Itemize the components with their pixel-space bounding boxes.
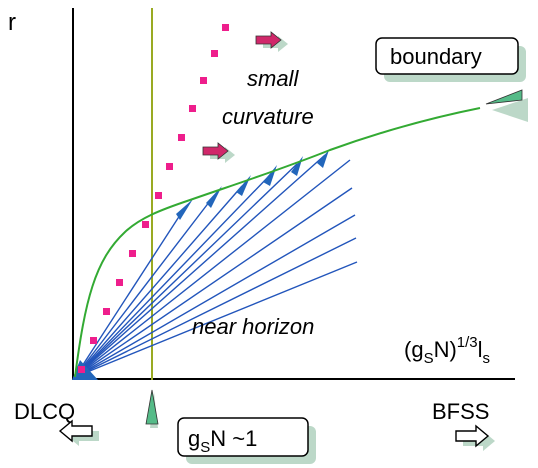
dlcq-label: DLCQ xyxy=(14,399,75,424)
coupling-box xyxy=(177,417,309,457)
hollow-right-arrow-icon xyxy=(455,424,495,451)
ray xyxy=(74,154,326,378)
small-curvature-label-line1: small xyxy=(247,66,299,91)
magenta-arrow-icon xyxy=(202,142,235,163)
near-horizon-label: near horizon xyxy=(192,314,314,339)
ray-arrowheads xyxy=(176,150,329,220)
y-axis-label: r xyxy=(8,9,16,36)
ray xyxy=(74,174,271,378)
x-axis-label: (gSN)1/3ls xyxy=(404,334,490,367)
coupling-box-label: gSN ~1 xyxy=(188,426,257,456)
arrowhead xyxy=(291,156,303,176)
small-curvature-label-line2: curvature xyxy=(222,104,314,129)
ray xyxy=(74,237,357,378)
ray xyxy=(74,196,214,378)
arrowhead xyxy=(236,175,251,196)
ray xyxy=(74,214,356,378)
ray xyxy=(74,159,351,378)
ray-fan xyxy=(74,154,358,378)
boundary-box xyxy=(375,37,519,75)
svg-text:(gSN)1/3ls: (gSN)1/3ls xyxy=(404,334,490,367)
magenta-arrow-icon xyxy=(255,31,288,52)
hollow-left-arrow-icon xyxy=(58,419,99,446)
ray xyxy=(74,211,183,378)
boundary-curve xyxy=(74,107,481,378)
boundary-box-label: boundary xyxy=(390,44,482,69)
green-triangle-marker-icon xyxy=(492,98,528,122)
arrowhead xyxy=(206,186,222,208)
arrowhead xyxy=(263,165,277,186)
green-triangle-marker-icon xyxy=(485,89,523,105)
dotted-curve xyxy=(78,24,229,373)
green-triangle-marker-icon xyxy=(145,389,159,425)
ray xyxy=(74,185,243,378)
arrowhead xyxy=(176,199,193,220)
ray xyxy=(74,187,353,378)
ray xyxy=(74,163,298,378)
arrowhead xyxy=(317,150,329,168)
ray xyxy=(74,261,358,378)
bfss-label: BFSS xyxy=(432,399,489,424)
